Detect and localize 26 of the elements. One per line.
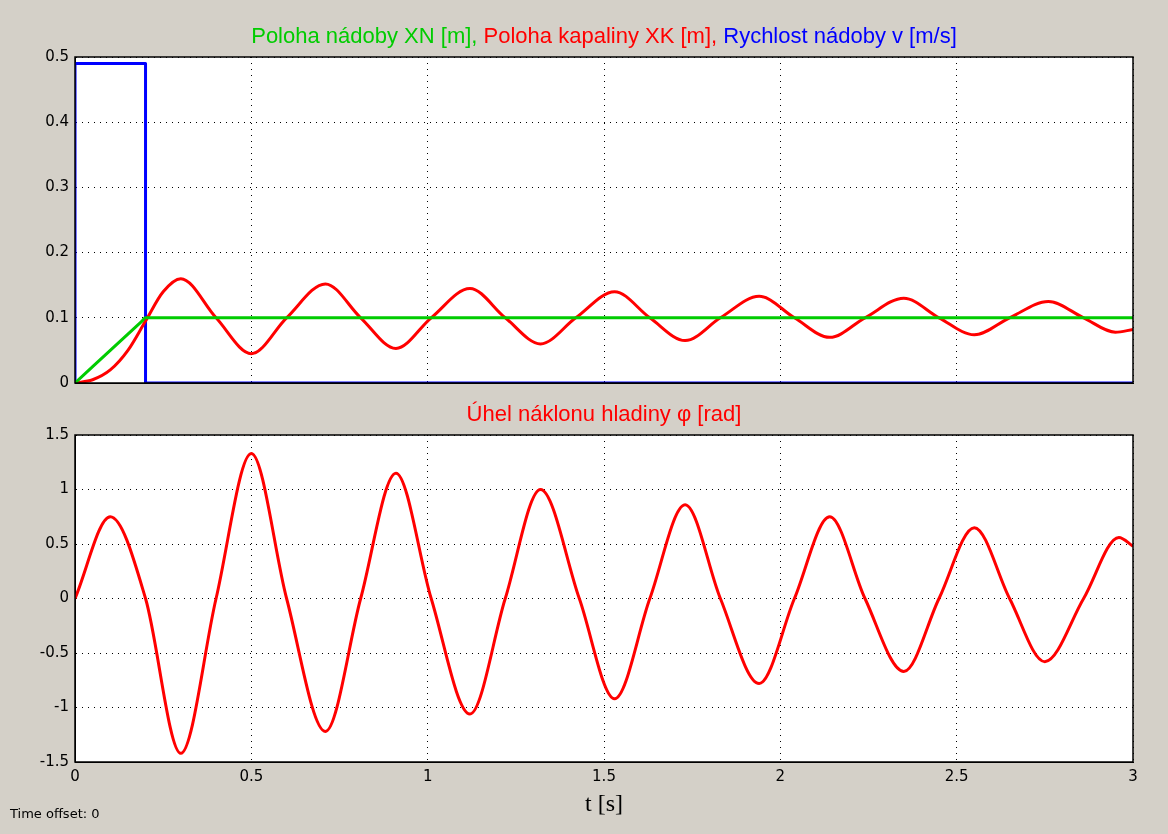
- text: Úhel náklonu hladiny φ [rad]: [466, 401, 742, 426]
- y-tick-label: 0.3: [45, 177, 69, 196]
- y-tick-label: 0: [59, 372, 69, 391]
- line-series: [75, 452, 1133, 755]
- y-tick-label: 0.2: [45, 242, 69, 261]
- x-axis-title: t [s]: [585, 790, 623, 816]
- y-tick-label: 0.5: [45, 533, 69, 552]
- text: Time offset: 0: [10, 806, 100, 821]
- x-tick-label: 2: [775, 766, 786, 785]
- y-tick-label: -1.5: [39, 751, 69, 770]
- y-tick-label: 0.4: [45, 112, 69, 131]
- y-tick-label: -0.5: [39, 642, 69, 661]
- x-tick-label: 2.5: [944, 766, 969, 785]
- x-tick-label: 0.5: [239, 766, 264, 785]
- text: Poloha kapaliny XK [m],: [483, 23, 719, 48]
- x-tick-label: 1.5: [592, 766, 616, 785]
- y-tick-label: -1: [54, 697, 69, 716]
- y-tick-label: 1.5: [45, 424, 69, 443]
- text: Poloha nádoby XN [m],: [251, 23, 479, 48]
- x-tick-label: 3: [1128, 766, 1138, 785]
- y-tick-label: 0.1: [45, 307, 69, 326]
- y-tick-label: 1: [59, 479, 69, 498]
- y-tick-label: 0: [59, 588, 69, 607]
- x-tick-label: 1: [422, 766, 433, 785]
- text: Rychlost nádoby v [m/s]: [723, 23, 957, 48]
- y-tick-label: 0.5: [45, 46, 69, 65]
